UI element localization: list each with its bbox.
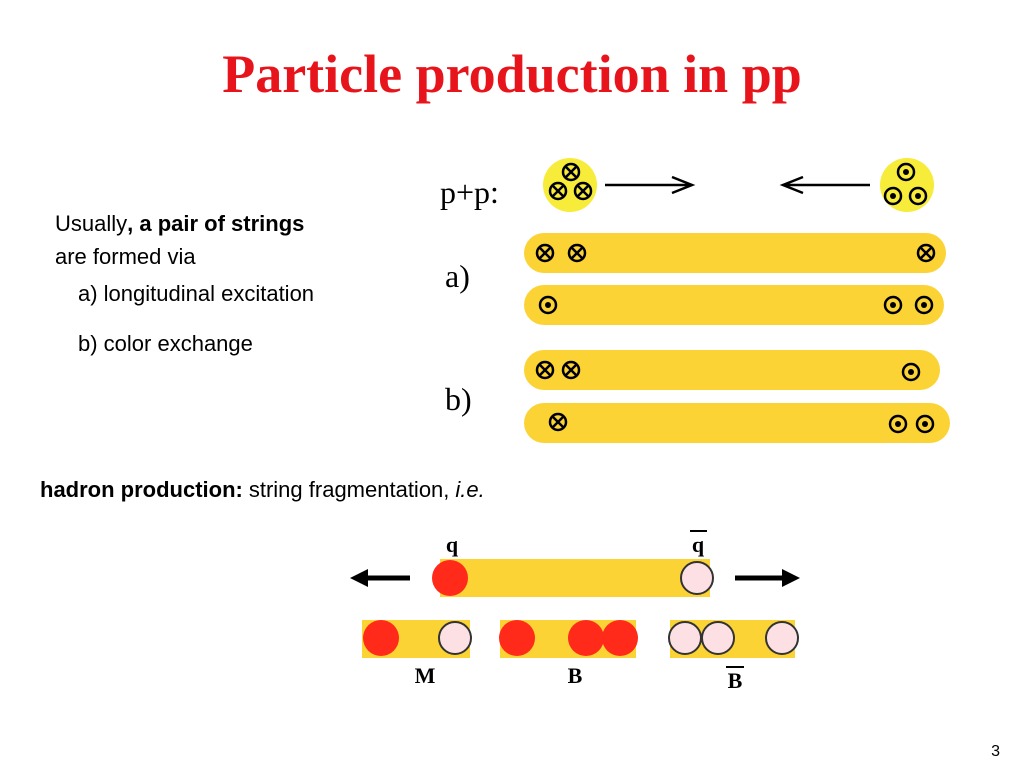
overline — [690, 530, 744, 668]
quark — [432, 560, 468, 596]
string — [440, 559, 710, 597]
italic-text: i.e. — [455, 477, 484, 502]
label: q — [692, 532, 705, 557]
quark — [499, 620, 535, 656]
label: B — [568, 663, 583, 688]
label: p+p: — [440, 174, 499, 210]
antiquark — [680, 561, 714, 595]
figure-top: p+p: a) b) — [440, 158, 950, 443]
hadron-line: hadron production: string fragmentation, i… — [40, 477, 485, 502]
label: b) — [445, 381, 472, 417]
item: b) color exchange — [78, 331, 253, 356]
label: q — [446, 532, 459, 557]
antiquark — [668, 621, 702, 655]
label: a) — [445, 258, 470, 294]
arrowhead — [350, 569, 368, 587]
bold-text: , a pair of strings — [127, 211, 304, 236]
quark — [363, 620, 399, 656]
text: string fragmentation, — [249, 477, 450, 502]
bullet-text: Usually, a pair of strings are formed vi… — [55, 211, 314, 356]
page-number: 3 — [991, 743, 1000, 760]
arrowhead — [782, 569, 800, 587]
antiquark — [701, 621, 735, 655]
antiquark — [438, 621, 472, 655]
label: M — [415, 663, 436, 688]
antiquark — [765, 621, 799, 655]
line: Usually, a pair of strings — [55, 211, 304, 236]
title: Particle production in pp — [222, 44, 802, 104]
string — [524, 233, 946, 273]
proton — [880, 158, 934, 212]
quark — [602, 620, 638, 656]
arrow — [605, 175, 696, 195]
label: B — [728, 668, 743, 693]
string — [524, 350, 940, 390]
string — [524, 403, 950, 443]
quark — [568, 620, 604, 656]
item: a) longitudinal excitation — [78, 281, 314, 306]
string — [524, 285, 944, 325]
line: are formed via — [55, 244, 196, 269]
bold-text: hadron production: — [40, 477, 243, 502]
arrow — [779, 175, 870, 195]
figure-bottom: q q M B B — [350, 530, 800, 693]
text: Usually — [55, 211, 127, 236]
